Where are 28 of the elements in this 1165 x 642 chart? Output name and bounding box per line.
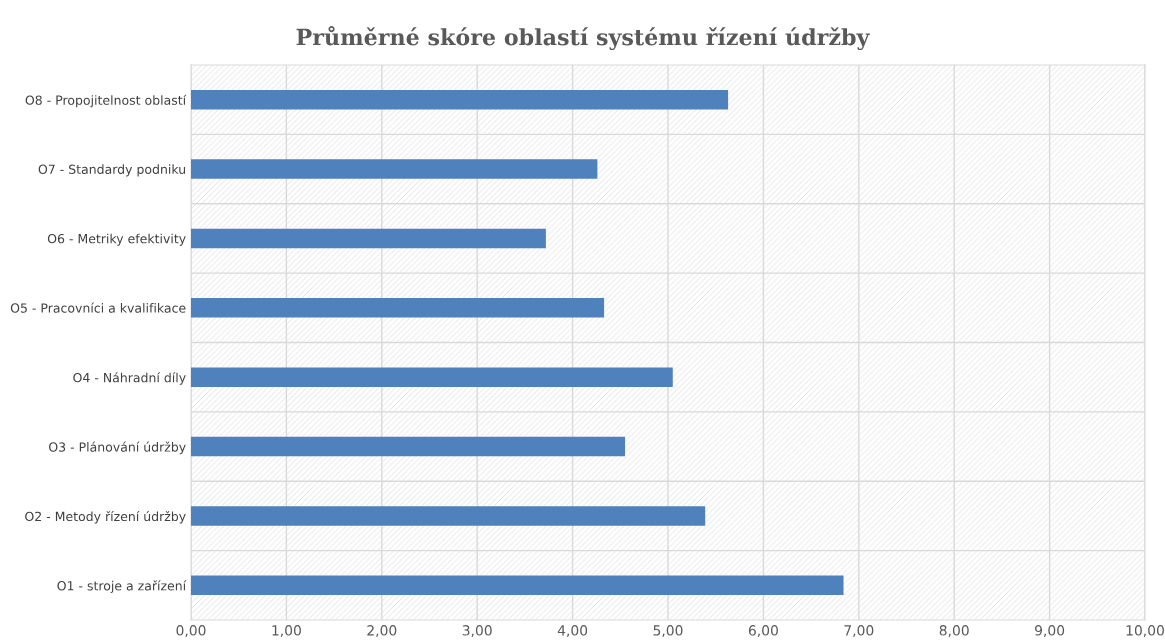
y-tick-label: O2 - Metody řízení údržby [25, 510, 186, 524]
x-tick-label: 4,00 [557, 625, 588, 638]
bar [191, 89, 729, 110]
x-tick-label: 10,00 [1126, 625, 1164, 638]
x-tick-label: 3,00 [462, 625, 492, 638]
bar [191, 575, 844, 596]
y-tick-label: O4 - Náhradní díly [73, 372, 186, 385]
x-tick-label: 7,00 [844, 625, 874, 638]
bar [191, 436, 626, 457]
chart-title: Průměrné skóre oblastí systému řízení údržby [296, 26, 870, 50]
bar [191, 159, 598, 179]
x-tick-label: 2,00 [367, 625, 397, 638]
x-tick-label: 1,00 [272, 625, 301, 638]
y-tick-label: O7 - Standardy podniku [38, 164, 185, 177]
bar [191, 506, 706, 526]
y-tick-label: O3 - Plánování údržby [49, 441, 186, 455]
y-tick-label: O6 - Metriky efektivity [47, 233, 186, 246]
x-tick-label: 6,00 [748, 625, 778, 638]
y-tick-label: O8 - Propojitelnost oblastí [25, 94, 187, 108]
x-tick-label: 8,00 [939, 625, 969, 638]
x-tick-label: 9,00 [1035, 625, 1065, 638]
x-tick-label: 5,00 [653, 625, 683, 638]
bar [191, 228, 546, 249]
bar [191, 298, 605, 318]
y-tick-label: O1 - stroje a zařízení [57, 580, 187, 593]
y-tick-label: O5 - Pracovníci a kvalifikace [10, 302, 186, 313]
bar [191, 367, 673, 387]
x-tick-label: 0,00 [176, 625, 206, 638]
